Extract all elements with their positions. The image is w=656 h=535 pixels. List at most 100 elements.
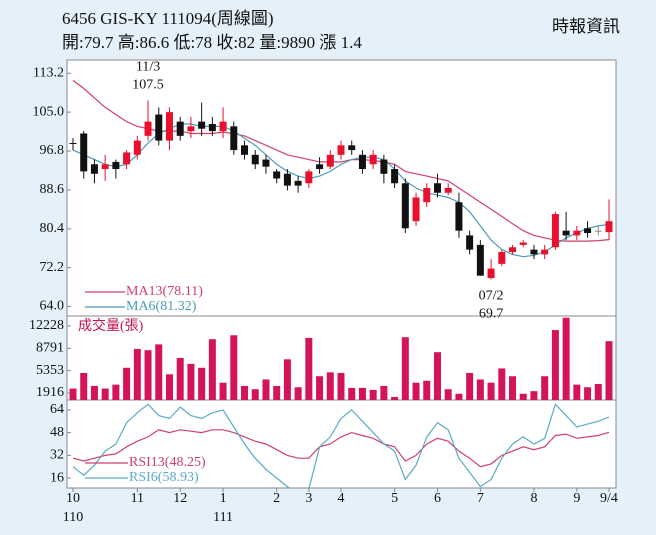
candle-body: [305, 171, 313, 184]
bar: [241, 385, 249, 400]
bar: [487, 382, 495, 400]
candle-body: [198, 121, 206, 129]
x-tick-label: 1: [220, 491, 227, 506]
y-tick-label: 16: [50, 470, 64, 485]
bar: [412, 382, 420, 400]
candle-body: [530, 249, 538, 255]
x-year-label: 110: [63, 510, 83, 525]
bar: [348, 387, 356, 400]
bar: [305, 337, 313, 400]
x-tick-label: 6: [434, 491, 441, 506]
bar: [251, 389, 259, 400]
y-tick-label: 1916: [36, 385, 64, 400]
candle-body: [391, 169, 399, 184]
bar: [562, 317, 570, 400]
x-tick-label: 8: [530, 491, 537, 506]
candle-body: [133, 140, 141, 155]
y-tick-label: 5353: [36, 363, 64, 378]
bar: [380, 385, 388, 400]
bar: [476, 379, 484, 400]
line: [72, 79, 610, 242]
x-tick-label: 7: [477, 491, 484, 506]
candle-body: [401, 183, 409, 229]
bar: [498, 368, 506, 400]
bar: [433, 352, 441, 400]
line: [72, 429, 610, 468]
bar: [165, 374, 173, 400]
y-tick-label: 96.8: [40, 143, 65, 158]
candle-body: [101, 164, 109, 170]
y-tick-label: 32: [50, 448, 64, 463]
legend-label: MA13(78.11): [126, 284, 203, 299]
candle-body: [466, 235, 474, 250]
candle-body: [90, 164, 98, 174]
bar: [573, 384, 581, 400]
bar: [391, 397, 399, 400]
candle-body: [165, 112, 173, 141]
candle-body: [262, 159, 270, 167]
volume-title: 成交量(張): [78, 317, 144, 334]
candle-body: [476, 244, 484, 276]
candle-body: [155, 114, 163, 141]
bar: [230, 335, 238, 400]
candle-body: [358, 154, 366, 170]
candle-body: [423, 188, 431, 203]
y-tick-label: 64.0: [40, 299, 65, 314]
candle-body: [326, 154, 334, 167]
legend-label: RSI13(48.25): [129, 455, 206, 470]
candle-body: [144, 121, 152, 136]
candle-body: [69, 142, 77, 144]
y-tick-label: 8791: [36, 341, 64, 356]
candle-body: [444, 188, 452, 193]
annotation-value: 69.7: [479, 307, 504, 322]
bar: [262, 379, 270, 400]
x-tick-label: 12: [173, 491, 187, 506]
candle-body: [283, 173, 291, 186]
line: [72, 123, 610, 258]
y-tick-label: 113.2: [33, 65, 64, 80]
candle-body: [541, 249, 549, 255]
candle-body: [337, 145, 345, 155]
x-tick-label: 5: [391, 491, 398, 506]
candle-body: [251, 154, 259, 165]
bar: [112, 384, 120, 400]
candle-body: [123, 152, 131, 165]
y-tick-label: 88.6: [40, 182, 65, 197]
candle-body: [573, 230, 581, 236]
y-tick-label: 105.0: [33, 104, 65, 119]
annotation-value: 107.5: [132, 78, 164, 93]
candle-body: [584, 228, 592, 234]
candle-body: [509, 247, 517, 252]
bar: [519, 393, 527, 400]
bar: [455, 393, 463, 400]
legend-label: RSI6(58.93): [129, 470, 199, 485]
chart-subtitle: 開:79.7 高:86.6 低:78 收:82 量:9890 漲 1.4: [62, 33, 362, 52]
bar: [541, 376, 549, 400]
bar: [69, 388, 77, 400]
bar: [594, 384, 602, 400]
bar: [326, 372, 334, 400]
bar: [283, 359, 291, 400]
candle-body: [519, 242, 527, 245]
candle-body: [551, 214, 559, 248]
bar: [358, 387, 366, 400]
legend-label: MA6(81.32): [126, 299, 197, 314]
x-tick-label: 4: [338, 491, 345, 506]
bar: [187, 363, 195, 400]
bar: [208, 339, 216, 400]
x-tick-label: 2: [273, 491, 280, 506]
bar: [401, 337, 409, 400]
candle-body: [230, 126, 238, 151]
bar: [605, 341, 613, 400]
candle-body: [112, 161, 120, 170]
chart-title: 6456 GIS-KY 111094(周線圖): [62, 9, 274, 28]
candle-body: [273, 171, 281, 179]
annotation-label: 11/3: [136, 60, 160, 75]
candle-body: [348, 145, 356, 151]
bar: [155, 344, 163, 400]
candle-body: [294, 180, 302, 186]
bar: [90, 385, 98, 400]
candle-body: [80, 133, 88, 172]
candle-body: [369, 154, 377, 165]
